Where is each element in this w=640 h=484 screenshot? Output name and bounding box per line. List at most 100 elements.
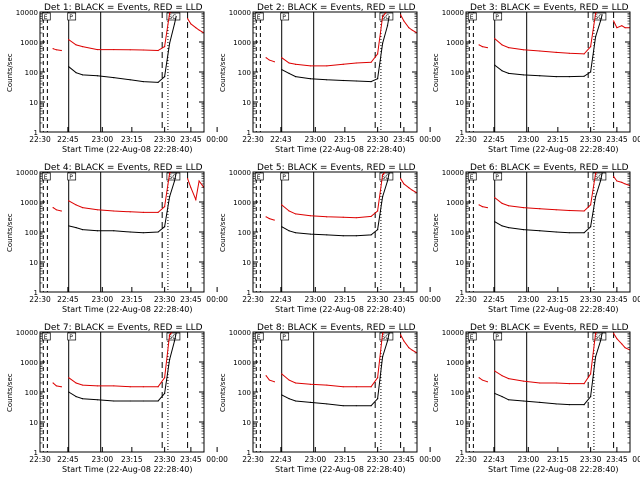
x-tick-label: 22:43 — [270, 455, 292, 464]
data-point — [175, 172, 177, 174]
panel-det-3: Det 3: BLACK = Events, RED = LLD Counts/s… — [432, 3, 640, 154]
x-tick-label: 22:30 — [455, 135, 477, 144]
y-tick-label: 1 — [34, 129, 38, 137]
y-axis-label: Counts/sec — [219, 213, 227, 252]
x-axis-label: Start Time (22-Aug-08 22:28:40) — [62, 145, 193, 154]
data-point — [175, 16, 177, 18]
data-point — [539, 382, 541, 384]
data-point — [164, 392, 166, 394]
x-tick-label: 23:45 — [180, 455, 202, 464]
y-tick-label: 1000 — [20, 199, 38, 207]
panel-title: Det 8: BLACK = Events, RED = LLD — [257, 323, 416, 333]
plot-frame — [252, 331, 418, 453]
data-point — [539, 208, 541, 210]
y-tick-label: 1000 — [446, 199, 464, 207]
data-point — [381, 42, 384, 44]
marker-box-label: P — [69, 14, 73, 21]
marker-box — [467, 172, 477, 181]
data-point — [168, 196, 171, 198]
data-point — [129, 231, 131, 233]
panel-title: Det 3: BLACK = Events, RED = LLD — [470, 3, 629, 13]
x-tick-label: 23:00 — [92, 455, 114, 464]
data-point — [494, 221, 496, 223]
data-point — [113, 385, 115, 387]
y-tick-label: 100 — [451, 69, 464, 77]
marker-box — [379, 332, 394, 341]
data-point — [370, 386, 372, 388]
data-point — [501, 44, 503, 46]
data-point — [621, 181, 623, 184]
data-point — [583, 404, 585, 406]
y-tick-label: 100 — [25, 389, 38, 397]
plot-frame — [465, 171, 631, 293]
y-axis-label: Counts/sec — [219, 53, 227, 92]
marker-box — [493, 332, 503, 341]
data-point — [265, 57, 267, 59]
x-tick-label: 23:00 — [518, 295, 540, 304]
data-point — [168, 359, 171, 361]
data-point — [616, 180, 618, 182]
data-point — [187, 178, 189, 180]
y-axis-label: Counts/sec — [432, 373, 440, 412]
marker-box — [67, 172, 77, 181]
data-point — [494, 392, 496, 394]
plot-frame — [252, 11, 418, 133]
data-point — [381, 196, 384, 198]
marker-box — [280, 332, 290, 341]
data-point — [82, 398, 84, 400]
y-tick-label: 10000 — [442, 329, 464, 337]
data-point — [555, 382, 557, 384]
data-point — [377, 53, 379, 55]
data-point — [381, 332, 384, 334]
marker-box-label: P — [69, 334, 73, 341]
data-point — [265, 216, 267, 218]
x-tick-label: 23:15 — [547, 135, 569, 144]
plot-frame — [252, 171, 418, 293]
data-point — [486, 381, 488, 383]
data-point — [52, 382, 54, 384]
data-point — [309, 215, 311, 217]
data-point — [281, 226, 283, 228]
data-point — [68, 39, 70, 41]
marker-box-label: SC — [594, 174, 602, 181]
data-point — [342, 235, 344, 237]
data-point — [539, 75, 541, 77]
data-point — [55, 49, 58, 51]
data-point — [590, 71, 592, 73]
data-point — [164, 206, 166, 208]
data-point — [173, 340, 176, 342]
series-line-events — [494, 333, 603, 406]
data-point — [613, 20, 615, 22]
data-point — [613, 176, 615, 178]
data-point — [326, 403, 328, 405]
data-point — [583, 75, 585, 77]
y-tick-label: 1000 — [233, 199, 251, 207]
panel-title: Det 2: BLACK = Events, RED = LLD — [257, 3, 416, 13]
data-point — [164, 226, 166, 228]
data-point — [342, 63, 344, 65]
marker-box — [467, 332, 477, 341]
data-point — [82, 384, 84, 386]
y-tick-label: 10 — [455, 99, 464, 107]
data-point — [616, 27, 618, 29]
marker-box-label: P — [282, 174, 286, 181]
y-tick-label: 10 — [455, 259, 464, 267]
x-tick-label: 23:00 — [518, 135, 540, 144]
x-tick-label: 23:45 — [180, 135, 202, 144]
data-point — [55, 385, 58, 387]
series-line-events — [68, 333, 177, 402]
x-tick-label: 23:15 — [547, 295, 569, 304]
series-group — [52, 332, 177, 402]
data-point — [157, 49, 159, 52]
marker-box — [592, 332, 607, 341]
data-point — [381, 356, 384, 358]
data-point — [168, 12, 171, 14]
x-tick-label: 23:30 — [580, 455, 602, 464]
data-point — [388, 332, 390, 334]
plot-frame — [39, 331, 205, 453]
data-point — [381, 174, 384, 176]
marker-box-label: SC — [168, 334, 176, 341]
data-point — [195, 199, 197, 201]
data-point — [288, 62, 290, 64]
